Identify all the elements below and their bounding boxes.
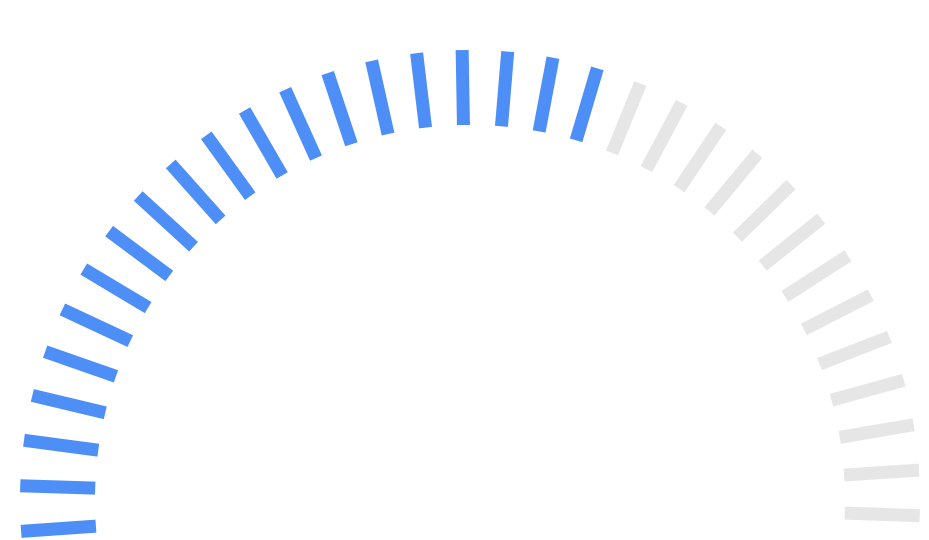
gauge-segment-empty xyxy=(758,213,826,271)
gauge-segment-filled xyxy=(23,433,100,457)
gauge-segment-empty xyxy=(844,506,920,523)
gauge-segment-empty xyxy=(704,149,763,216)
gauge-segment-empty xyxy=(800,289,874,336)
gauge-segment-filled xyxy=(59,303,134,348)
gauge-segment-empty xyxy=(732,179,796,242)
gauge-segment-empty xyxy=(843,463,920,482)
gauge-segment-filled xyxy=(238,107,288,179)
gauge-segment-filled xyxy=(105,225,174,282)
gauge-segment-empty xyxy=(640,99,688,173)
gauge-segment-filled xyxy=(569,66,604,143)
gauge-segment-filled xyxy=(80,263,152,314)
gauge-segment-filled xyxy=(365,59,395,136)
gauge-segment-filled xyxy=(455,49,470,126)
gauge-segment-filled xyxy=(410,52,432,129)
gauge-segment-empty xyxy=(829,373,906,407)
gauge-segment-empty xyxy=(605,81,647,156)
gauge-segment-filled xyxy=(133,191,198,252)
gauge-segment-filled xyxy=(321,71,358,147)
gauge-segment-filled xyxy=(20,479,96,495)
gauge-segment-filled xyxy=(165,159,226,225)
gauge-segment-empty xyxy=(838,418,915,444)
gauge-segment-filled xyxy=(43,345,119,383)
gauge-segment-empty xyxy=(781,250,852,302)
gauge-segment-empty xyxy=(673,122,727,193)
gauge-segment-filled xyxy=(30,389,107,420)
gauge-segment-empty xyxy=(817,330,892,371)
gauge-segment-filled xyxy=(494,51,515,127)
gauge-segment-filled xyxy=(532,56,560,133)
gauge-ticks xyxy=(20,49,920,538)
gauge-segment-filled xyxy=(20,519,97,538)
gauge-segment-filled xyxy=(201,131,256,200)
gauge-segment-filled xyxy=(279,87,322,161)
